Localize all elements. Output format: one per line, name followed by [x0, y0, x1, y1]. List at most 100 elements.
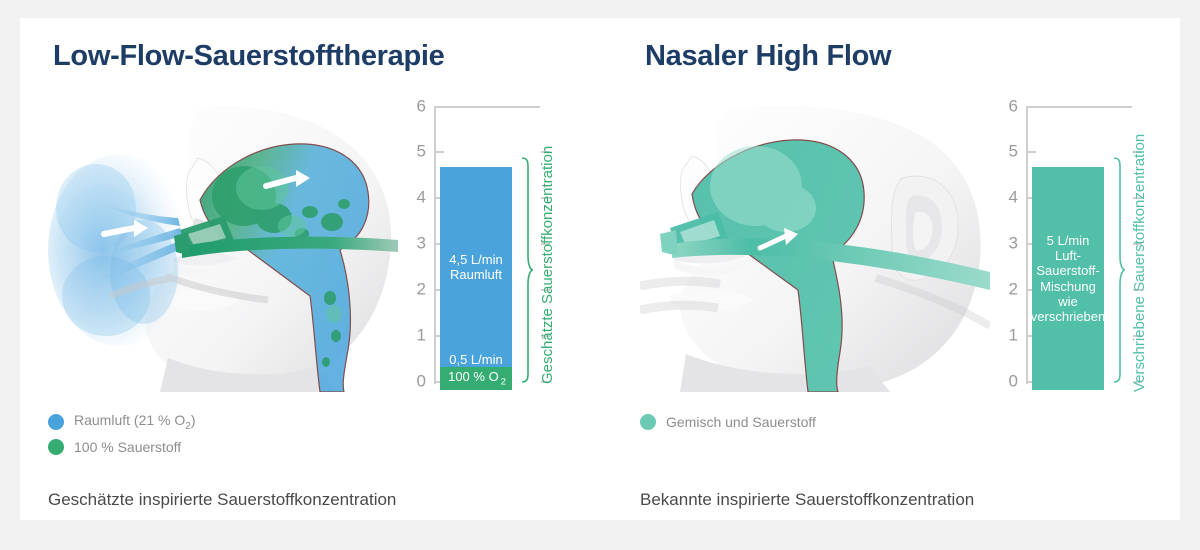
tick-1-right — [1133, 335, 1142, 337]
legend-label-mixture: Gemisch und Sauerstoff — [666, 414, 816, 430]
y-tick-3: 3 — [1008, 233, 1018, 253]
infographic-card: Low-Flow-Sauerstofftherapie — [20, 18, 1180, 520]
mixture-line-2: Luft- — [1054, 247, 1081, 263]
illustration-high-flow — [640, 100, 990, 392]
tick-3 — [1026, 243, 1036, 245]
axis-ticks-high-flow — [1026, 106, 1142, 384]
oxygen-subscript: 2 — [500, 376, 506, 387]
tick-3-right — [541, 243, 550, 245]
chart-high-flow: 6 5 4 3 2 1 0 — [994, 96, 1172, 400]
tick-5 — [434, 151, 444, 153]
y-tick-0: 0 — [1008, 371, 1018, 391]
y-tick-3: 3 — [416, 233, 426, 253]
nasal-cannula-high-flow — [660, 212, 990, 290]
mixture-line-3: Sauerstoff- — [1036, 263, 1100, 279]
flow-arrows — [757, 233, 789, 251]
y-tick-1: 1 — [1008, 325, 1018, 345]
gas-highlight — [710, 146, 816, 232]
legend-dot-room-air — [48, 414, 64, 430]
tick-2 — [1026, 289, 1036, 291]
tick-0 — [434, 381, 444, 383]
panel-title-low-flow: Low-Flow-Sauerstofftherapie — [53, 40, 445, 72]
range-brace-low-flow — [521, 157, 534, 383]
legend-dot-mixture — [640, 414, 656, 430]
illustration-low-flow-svg — [48, 106, 398, 392]
caption-low-flow: Geschätzte inspirierte Sauerstoffkonzent… — [48, 490, 397, 509]
tick-0 — [1026, 381, 1036, 383]
room-air-value: 4,5 L/min — [449, 251, 503, 267]
legend-low-flow: Raumluft (21 % O2) 100 % Sauerstoff — [48, 412, 196, 463]
airway-uniform-teal — [691, 139, 865, 392]
mixture-line-6: verschrieben — [1030, 309, 1106, 325]
tick-2 — [434, 289, 444, 291]
bar-segment-room-air: 4,5 L/min Raumluft — [440, 167, 512, 367]
tick-4-right — [541, 197, 550, 199]
tick-4-right — [1133, 197, 1142, 199]
y-tick-6: 6 — [416, 96, 426, 116]
axis-ticks-low-flow — [434, 106, 550, 384]
legend-high-flow: Gemisch und Sauerstoff — [640, 413, 816, 438]
y-tick-2: 2 — [1008, 279, 1018, 299]
legend-label-room-air: Raumluft (21 % O2) — [74, 412, 196, 432]
flow-arrow-heads — [784, 228, 798, 245]
nasal-cannula-low-flow — [174, 216, 398, 258]
room-air-name: Raumluft — [449, 267, 502, 282]
oxygen-tubing — [108, 272, 269, 304]
tick-1 — [434, 335, 444, 337]
y-tick-5: 5 — [1008, 141, 1018, 161]
oxygen-value-label: 0,5 L/min — [449, 351, 503, 367]
y-tick-6: 6 — [1008, 96, 1018, 116]
y-tick-2: 2 — [416, 279, 426, 299]
illustration-low-flow — [48, 100, 398, 392]
plot-frame-high-flow — [1026, 106, 1132, 384]
illustration-high-flow-svg — [640, 105, 990, 392]
tick-1-right — [541, 335, 550, 337]
legend-dot-oxygen — [48, 439, 64, 455]
tick-5-right — [1133, 151, 1142, 153]
panel-nasal-high-flow: Nasaler High Flow — [612, 18, 1192, 520]
tick-5 — [1026, 151, 1036, 153]
room-air-plume — [48, 154, 192, 346]
y-axis-labels-low-flow: 6 5 4 3 2 1 0 — [402, 96, 426, 390]
bar-segment-mixture-label: 5 L/min Luft- Sauerstoff- Mischung wie v… — [1027, 233, 1109, 325]
tick-4 — [1026, 197, 1036, 199]
ear — [890, 175, 959, 281]
axis-label-low-flow: Geschätzte Sauerstoffkonzentration — [539, 145, 556, 384]
legend-item-mixture: Gemisch und Sauerstoff — [640, 413, 816, 431]
y-tick-0: 0 — [416, 371, 426, 391]
plot-frame-low-flow — [434, 106, 540, 384]
tick-2-right — [1133, 289, 1142, 291]
bar-segment-room-air-label: 4,5 L/min Raumluft — [445, 252, 506, 283]
chart-low-flow: 6 5 4 3 2 1 0 — [402, 96, 580, 400]
y-axis-labels-high-flow: 6 5 4 3 2 1 0 — [994, 96, 1018, 390]
range-brace-high-flow — [1113, 157, 1126, 383]
mixture-line-5: wie — [1058, 293, 1078, 309]
legend-item-oxygen: 100 % Sauerstoff — [48, 438, 196, 456]
y-tick-4: 4 — [1008, 187, 1018, 207]
caption-high-flow: Bekannte inspirierte Sauerstoffkonzentra… — [640, 490, 975, 509]
panel-low-flow: Low-Flow-Sauerstofftherapie — [20, 18, 600, 520]
mixture-line-1: 5 L/min — [1046, 232, 1090, 248]
tick-0-right — [1133, 381, 1142, 383]
flow-arrow-heads — [134, 170, 310, 237]
tick-1 — [1026, 335, 1036, 337]
tick-5-right — [541, 151, 550, 153]
tick-3-right — [1133, 243, 1142, 245]
legend-label-oxygen: 100 % Sauerstoff — [74, 439, 182, 455]
tick-2-right — [541, 289, 550, 291]
flow-arrows — [101, 175, 299, 237]
bar-stack-high-flow: 5 L/min Luft- Sauerstoff- Mischung wie v… — [1031, 167, 1105, 390]
legend-item-room-air: Raumluft (21 % O2) — [48, 412, 196, 432]
mixture-line-4: Mischung — [1040, 278, 1096, 294]
oxygen-tubing — [640, 274, 990, 330]
y-tick-4: 4 — [416, 187, 426, 207]
y-tick-5: 5 — [416, 141, 426, 161]
y-tick-1: 1 — [416, 325, 426, 345]
tick-0-right — [541, 381, 550, 383]
axis-label-high-flow: Verschriebene Sauerstoffkonzentration — [1131, 133, 1148, 392]
bar-segment-mixture: 5 L/min Luft- Sauerstoff- Mischung wie v… — [1031, 167, 1105, 390]
airway-mixed-gas — [199, 143, 370, 392]
